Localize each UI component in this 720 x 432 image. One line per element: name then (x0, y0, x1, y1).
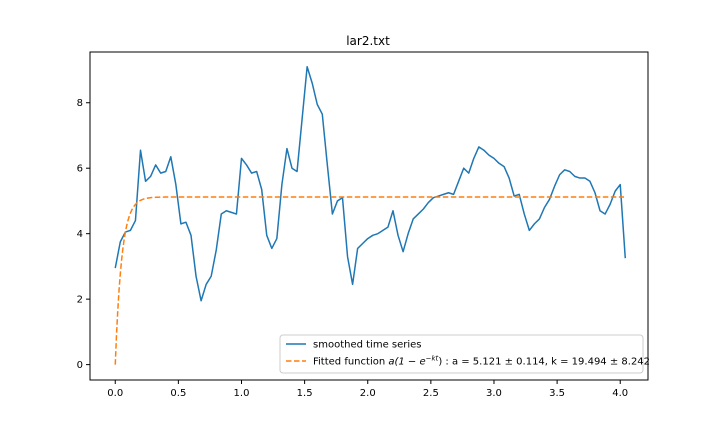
x-tick-label: 3.0 (486, 388, 502, 399)
series-layer (114, 65, 627, 365)
legend-label-smoothed: smoothed time series (313, 340, 422, 351)
legend-label-fitted-formula: a(1 − e (388, 357, 425, 368)
y-tick-label: 6 (77, 164, 83, 175)
series-line-smoothed (114, 65, 627, 302)
x-axis: 0.0 0.5 1.0 1.5 2.0 2.5 3.0 3.5 4.0 (107, 380, 628, 399)
series-line-fitted (114, 196, 625, 365)
x-tick-label: 0.5 (170, 388, 186, 399)
y-tick-label: 2 (77, 295, 83, 306)
x-tick-label: 2.0 (360, 388, 376, 399)
legend: smoothed time series Fitted function a(1… (279, 334, 650, 374)
x-tick-label: 1.5 (297, 388, 313, 399)
y-tick-label: 4 (77, 229, 83, 240)
plot-frame (89, 51, 649, 381)
legend-label-fitted: Fitted function a(1 − e−kt) : a = 5.121 … (313, 355, 650, 368)
x-tick-label: 1.0 (234, 388, 250, 399)
legend-label-fitted-rest: ) : a = 5.121 ± 0.114, k = 19.494 ± 8.24… (438, 357, 650, 368)
chart-title: lar2.txt (346, 34, 390, 48)
x-tick-label: 0.0 (107, 388, 123, 399)
legend-label-fitted-prefix: Fitted function (313, 357, 388, 368)
legend-box (279, 334, 644, 374)
x-tick-label: 4.0 (612, 388, 628, 399)
y-axis: 0 2 4 6 8 (77, 98, 90, 371)
y-tick-label: 8 (77, 98, 83, 109)
y-tick-label: 0 (77, 360, 83, 371)
x-tick-label: 3.5 (549, 388, 565, 399)
legend-label-fitted-exponent: −kt (426, 355, 439, 363)
x-tick-label: 2.5 (423, 388, 439, 399)
